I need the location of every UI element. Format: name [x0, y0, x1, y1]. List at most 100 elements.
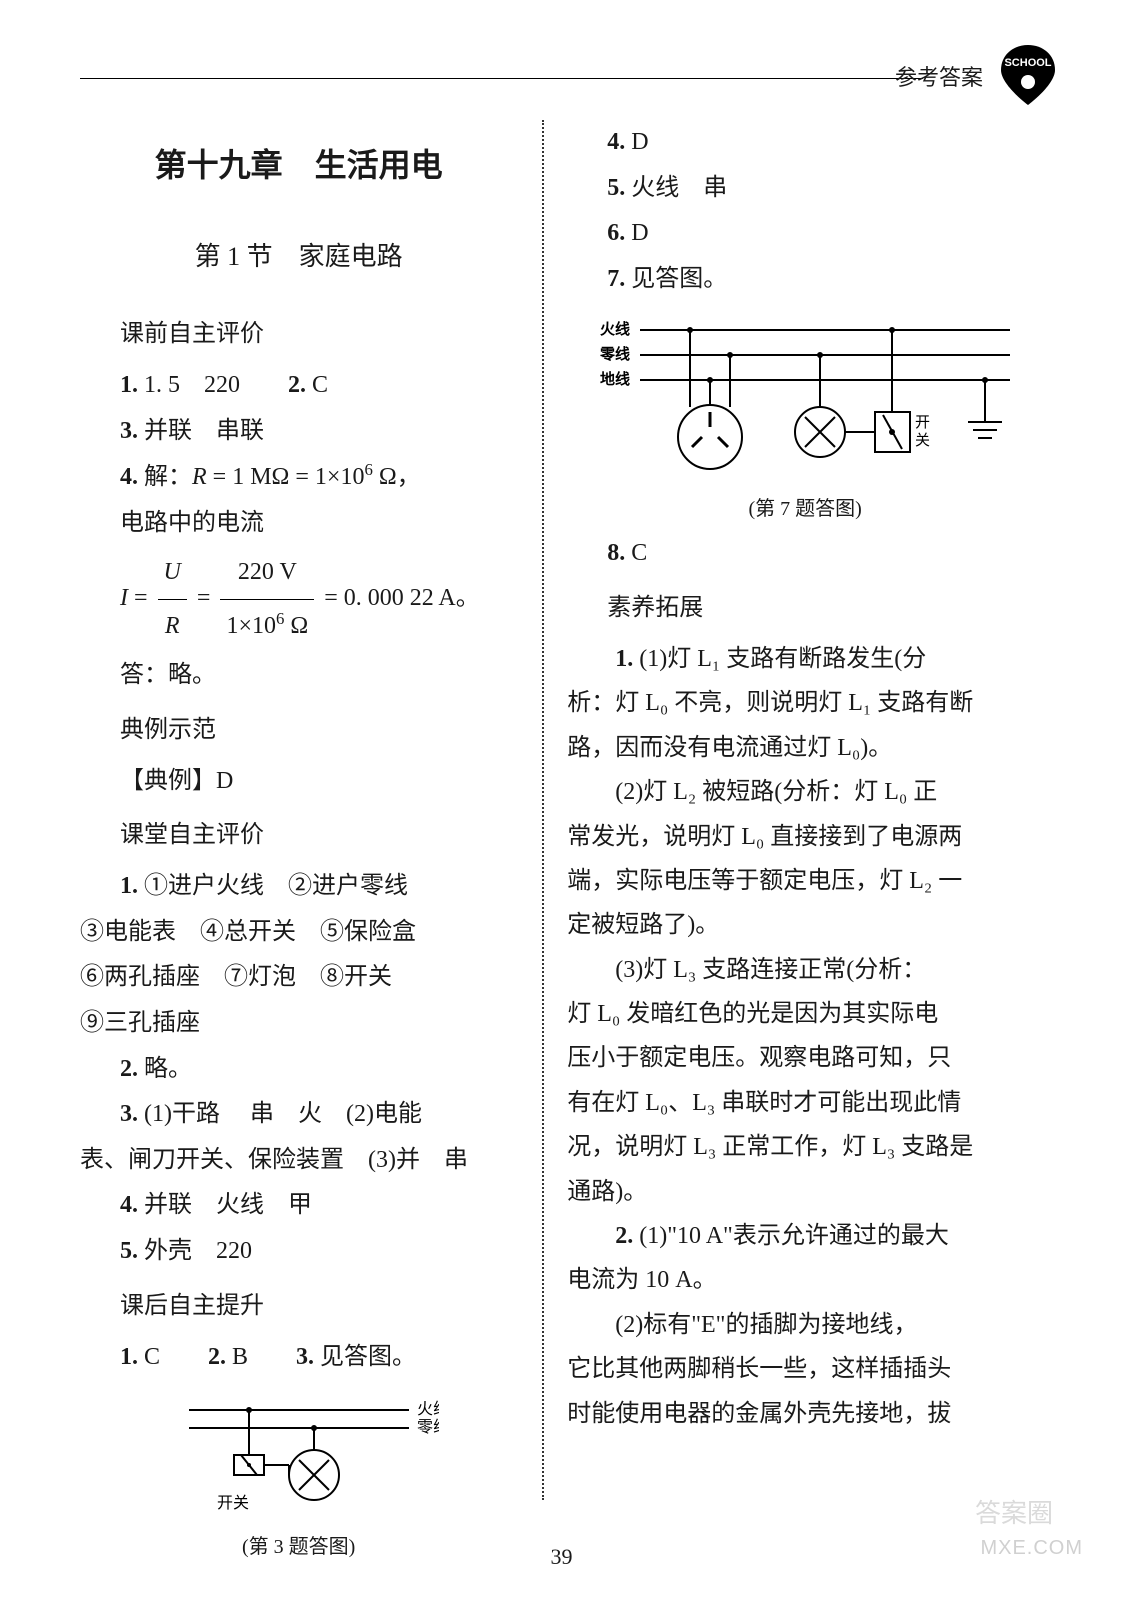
r5-line: 5. 火线 串 [607, 166, 1043, 212]
c2-line: 2. 略。 [120, 1047, 517, 1093]
left-column: 第十九章 生活用电 第 1 节 家庭电路 课前自主评价 1. 1. 5 220 … [80, 120, 542, 1500]
answer-line-6: 答：略。 [120, 653, 517, 699]
watermark-cn: 答案圈 [975, 1493, 1053, 1530]
q4-R: R [192, 464, 207, 490]
p1-ans: C [138, 1344, 208, 1370]
d3-neutral: 零线 [417, 1418, 439, 1436]
r5-num: 5. [607, 175, 625, 201]
subheading-classroom: 课堂自主评价 [120, 814, 517, 849]
p2-num: 2. [208, 1344, 226, 1370]
chapter-title: 第十九章 生活用电 [80, 140, 517, 186]
r7-ans: 见答图。 [625, 266, 727, 292]
page-number: 39 [551, 1544, 573, 1570]
p2-ans: B [226, 1344, 296, 1370]
q3-num: 3. [120, 418, 138, 444]
s2-l4: 定被短路了)。 [567, 903, 1043, 947]
c4-ans: 并联 火线 甲 [138, 1192, 312, 1218]
s1-l2: 析：灯 L₀ 不亮，则说明灯 L₁ 支路有断 [567, 681, 1043, 725]
q1-num: 1. [120, 372, 138, 398]
r4-num: 4. [607, 129, 625, 155]
p1-num: 1. [120, 1344, 138, 1370]
d3-fire: 火线 [417, 1400, 439, 1418]
header-rule [80, 78, 923, 79]
c1-line1: 1. ①进户火线 ②进户零线 [120, 864, 517, 910]
answer-line-5: 电路中的电流 [120, 501, 517, 547]
p3-num: 3. [296, 1344, 314, 1370]
formula-current: I = UR = 220 V1×106 Ω = 0. 000 22 A。 [120, 546, 517, 653]
section-title: 第 1 节 家庭电路 [80, 236, 517, 273]
d7-sw1: 开 [915, 415, 930, 431]
q2-ans: C [306, 372, 328, 398]
r5-ans: 火线 串 [625, 175, 727, 201]
c4-num: 4. [120, 1192, 138, 1218]
subheading-afterclass: 课后自主提升 [120, 1285, 517, 1320]
two-column-layout: 第十九章 生活用电 第 1 节 家庭电路 课前自主评价 1. 1. 5 220 … [80, 120, 1043, 1500]
d7-sw2: 关 [915, 432, 930, 449]
t2-num: 2. [615, 1223, 633, 1249]
s3-l2: 灯 L₀ 发暗红色的光是因为其实际电 [567, 992, 1043, 1036]
d7-ground: 地线 [600, 370, 630, 388]
f-I: I [120, 585, 128, 611]
q4-eq: = 1 MΩ = 1×10 [207, 464, 365, 490]
answer-line-1: 1. 1. 5 220 2. C [120, 363, 517, 409]
t3-l3: 时能使用电器的金属外壳先接地，拔 [567, 1392, 1043, 1436]
c1-line2: ③电能表 ④总开关 ⑤保险盒 [80, 910, 517, 956]
d3-switch: 开关 [217, 1494, 249, 1512]
q4-exp: 6 [364, 460, 372, 479]
right-column: 4. D 5. 火线 串 6. D 7. 见答图。 火线 零线 地线 [542, 120, 1043, 1500]
c1-num: 1. [120, 873, 138, 899]
t2-ans: (1)"10 A"表示允许通过的最大 [633, 1223, 949, 1249]
s3-l6: 通路)。 [567, 1170, 1043, 1214]
s1-num: 1. [615, 646, 633, 672]
q3-ans: 并联 串联 [138, 418, 264, 444]
r8-line: 8. C [607, 531, 1043, 577]
subheading-example: 典例示范 [120, 709, 517, 744]
s2-l3: 端，实际电压等于额定电压，灯 L₂ 一 [567, 859, 1043, 903]
s3-l3: 压小于额定电压。观察电路可知，只 [567, 1036, 1043, 1080]
s2-l1: (2)灯 L₂ 被短路(分析：灯 L₀ 正 [567, 770, 1043, 814]
s1-para1: 1. (1)灯 L₁ 支路有断路发生(分 [567, 637, 1043, 681]
c1-line4: ⑨三孔插座 [80, 1001, 517, 1047]
r8-num: 8. [607, 540, 625, 566]
diagram-q7: 火线 零线 地线 [590, 312, 1020, 482]
r4-ans: D [625, 129, 648, 155]
f-R: R [158, 600, 187, 653]
c3-num: 3. [120, 1101, 138, 1127]
fraction-2: 220 V1×106 Ω [220, 546, 314, 653]
q1-ans: 1. 5 220 [138, 372, 288, 398]
f-eq1: = [128, 585, 154, 611]
header-label: 参考答案 [895, 60, 983, 92]
f-den2a: 1×10 [226, 613, 276, 639]
r6-num: 6. [607, 220, 625, 246]
c1-ans: ①进户火线 ②进户零线 [138, 873, 408, 899]
s1-l3: 路，因而没有电流通过灯 L₀)。 [567, 726, 1043, 770]
answer-line-3: 3. 并联 串联 [120, 409, 517, 455]
f-result: = 0. 000 22 A。 [318, 585, 480, 611]
badge-text: SCHOOL [1004, 57, 1051, 69]
c1-line3: ⑥两孔插座 ⑦灯泡 ⑧开关 [80, 955, 517, 1001]
f-den2u: Ω [284, 613, 308, 639]
c5-num: 5. [120, 1238, 138, 1264]
c3-line1: 3. (1)干路 串 火 (2)电能 [120, 1092, 517, 1138]
c4-line: 4. 并联 火线 甲 [120, 1183, 517, 1229]
column-divider [542, 120, 544, 1500]
s1-l1: (1)灯 L₁ 支路有断路发生(分 [633, 646, 926, 672]
q2-num: 2. [288, 372, 306, 398]
r7-line: 7. 见答图。 [607, 257, 1043, 303]
t3-l2: 它比其他两脚稍长一些，这样插插头 [567, 1347, 1043, 1391]
page-container: 参考答案 SCHOOL 第十九章 生活用电 第 1 节 家庭电路 课前自主评价 … [0, 0, 1123, 1600]
f-U: U [158, 546, 187, 600]
c3-ans: (1)干路 串 火 (2)电能 [138, 1101, 422, 1127]
school-badge-icon: SCHOOL [993, 40, 1063, 110]
f-num2: 220 V [220, 546, 314, 600]
fraction-1: UR [158, 546, 187, 653]
t2-l1: 2. (1)"10 A"表示允许通过的最大 [567, 1214, 1043, 1258]
c5-ans: 外壳 220 [138, 1238, 252, 1264]
s3-l1: (3)灯 L₃ 支路连接正常(分析： [567, 948, 1043, 992]
q4-unit: Ω， [373, 464, 421, 490]
subheading-extension: 素养拓展 [607, 587, 1043, 622]
p3-ans: 见答图。 [314, 1344, 416, 1370]
d7-fire: 火线 [600, 320, 630, 338]
t2-l2: 电流为 10 A。 [567, 1258, 1043, 1302]
answer-line-4: 4. 解：R = 1 MΩ = 1×106 Ω， [120, 454, 517, 501]
